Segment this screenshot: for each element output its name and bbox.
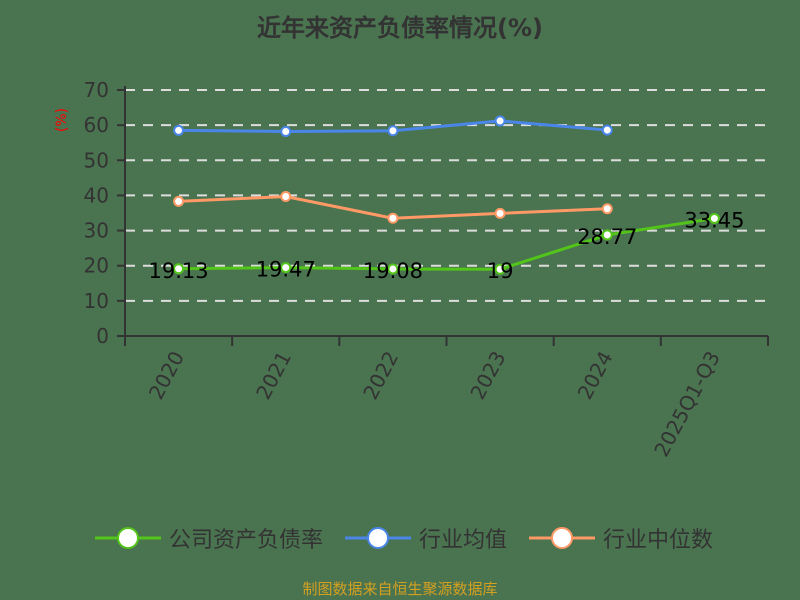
x-tick-label: 2021 — [251, 347, 296, 403]
series-line — [178, 216, 715, 271]
data-point[interactable] — [173, 195, 185, 207]
data-point[interactable] — [494, 207, 506, 219]
x-tick-label: 2025Q1-Q3 — [649, 347, 725, 460]
data-point[interactable] — [280, 190, 292, 202]
data-point[interactable] — [280, 262, 292, 274]
data-point[interactable] — [173, 263, 185, 275]
legend-item-industry-median[interactable]: 行业中位数 — [529, 522, 713, 554]
y-tick-label: 10 — [84, 289, 109, 313]
legend-marker-icon — [345, 527, 412, 549]
y-tick-label: 20 — [84, 254, 109, 278]
x-tick-label: 2023 — [465, 347, 510, 403]
data-label: 19 — [487, 259, 514, 283]
data-point[interactable] — [601, 203, 613, 215]
data-label: 19.47 — [256, 258, 316, 282]
x-tick-label: 2022 — [358, 347, 403, 403]
legend-label: 公司资产负债率 — [169, 528, 324, 553]
data-label: 33.45 — [684, 208, 744, 232]
y-tick-label: 30 — [84, 219, 109, 243]
data-source-note: 制图数据来自恒生聚源数据库 — [302, 580, 498, 598]
y-tick-label: 40 — [84, 183, 109, 207]
legend-marker-icon — [529, 527, 596, 549]
data-label: 19.13 — [149, 259, 209, 283]
chart-title: 近年来资产负债率情况(%) — [257, 14, 543, 42]
legend-item-company[interactable]: 公司资产负债率 — [95, 522, 323, 554]
x-tick-label: 2020 — [144, 347, 189, 403]
legend: 公司资产负债率 行业均值 行业中位数 — [95, 522, 713, 554]
data-label: 19.08 — [363, 259, 423, 283]
y-tick-label: 0 — [96, 324, 109, 348]
data-label: 28.77 — [577, 225, 637, 249]
x-tick-label: 2024 — [573, 347, 618, 403]
data-point[interactable] — [708, 212, 720, 224]
legend-marker-icon — [95, 527, 161, 549]
legend-label: 行业中位数 — [603, 528, 714, 553]
data-point[interactable] — [494, 263, 506, 275]
legend-item-industry-avg[interactable]: 行业均值 — [345, 522, 507, 554]
legend-label: 行业均值 — [419, 528, 508, 553]
data-point[interactable] — [173, 124, 185, 136]
data-point[interactable] — [387, 212, 399, 224]
data-point[interactable] — [387, 263, 399, 275]
y-tick-label: 60 — [84, 113, 109, 137]
y-tick-label: 70 — [84, 78, 109, 102]
data-point[interactable] — [280, 125, 292, 137]
data-point[interactable] — [387, 125, 399, 137]
data-point[interactable] — [494, 115, 506, 127]
data-point[interactable] — [601, 124, 613, 136]
y-tick-label: 50 — [84, 148, 109, 172]
data-point[interactable] — [601, 229, 613, 241]
